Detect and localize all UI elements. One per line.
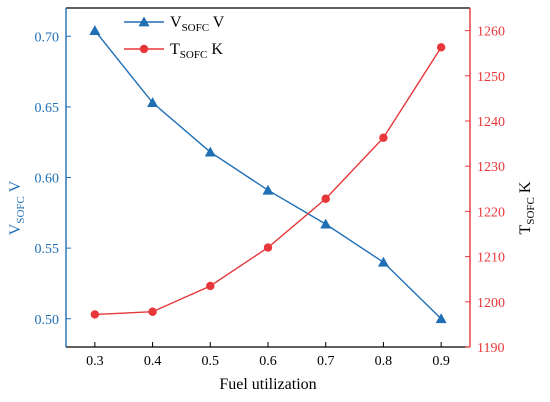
y-right-tick-label: 1210 [477, 251, 505, 266]
y-right-tick-label: 1190 [477, 341, 504, 356]
y-axis-left: 0.50 0.55 0.60 0.65 0.70 [35, 30, 71, 328]
y-left-tick-label: 0.60 [35, 172, 60, 187]
legend-item-v-sofc-label: VSOFC V [170, 14, 225, 34]
v-sofc-point [147, 97, 159, 108]
y-right-tick-label: 1230 [477, 160, 505, 175]
y-right-tick-label: 1250 [477, 70, 505, 85]
y-right-tick-label: 1200 [477, 296, 505, 311]
legend: VSOFC V TSOFC K [124, 14, 225, 61]
series-layer [89, 25, 447, 324]
t-sofc-point [206, 281, 215, 291]
v-sofc-point [435, 313, 447, 324]
x-tick-label: 0.5 [202, 354, 220, 369]
t-sofc-point [436, 43, 446, 52]
t-sofc-point [379, 133, 388, 142]
y-axis-right: 1190 1200 1210 1220 1230 1240 1250 1260 [465, 25, 505, 356]
x-tick-label: 0.7 [317, 354, 335, 369]
v-sofc-series-line [94, 30, 442, 320]
legend-item-t-sofc-marker [139, 44, 149, 54]
y-left-tick-label: 0.50 [35, 313, 60, 328]
legend-item-v-sofc-marker [138, 16, 150, 27]
v-sofc-point [89, 25, 101, 35]
x-tick-label: 0.4 [144, 354, 162, 369]
y-right-tick-label: 1260 [477, 25, 505, 40]
x-tick-label: 0.8 [375, 354, 393, 369]
plot-frame [65, 7, 471, 348]
t-sofc-point [263, 243, 273, 252]
y-right-tick-label: 1220 [477, 205, 505, 220]
y-left-tick-label: 0.70 [35, 30, 60, 45]
y-left-tick-label: 0.65 [35, 101, 60, 116]
t-sofc-series-line [94, 46, 442, 316]
t-sofc-point [90, 310, 100, 319]
v-sofc-point [377, 256, 389, 267]
legend-item-t-sofc-label: TSOFC K [170, 41, 223, 61]
x-tick-label: 0.3 [86, 354, 104, 369]
y-right-tick-label: 1240 [477, 115, 505, 130]
x-tick-label: 0.6 [259, 354, 277, 369]
x-axis: 0.3 0.4 0.5 0.6 0.7 0.8 0.9 [86, 342, 450, 369]
y-left-tick-label: 0.55 [35, 242, 60, 257]
v-sofc-point [204, 146, 216, 157]
v-sofc-point [262, 184, 274, 195]
x-axis-title: Fuel utilization [219, 376, 316, 393]
x-tick-label: 0.9 [432, 354, 450, 369]
v-sofc-point [320, 218, 332, 229]
t-sofc-point [321, 194, 330, 203]
y-axis-left-title: VSOFC V [7, 180, 27, 235]
t-sofc-point [148, 307, 157, 316]
y-axis-right-title: TSOFC K [517, 181, 537, 234]
